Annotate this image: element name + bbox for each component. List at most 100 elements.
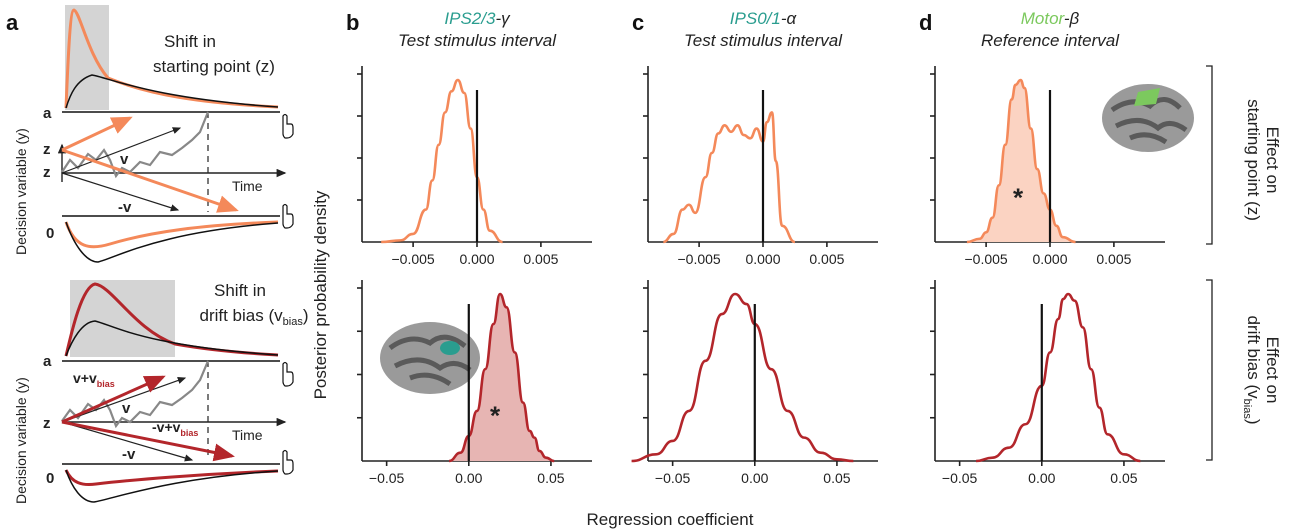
density-panel-d-top: −0.005 0.000 0.005 * d Motor-β Reference inter… [919, 9, 1165, 267]
time-label: Time [232, 178, 263, 194]
density-curve [663, 111, 796, 244]
density-curve [381, 78, 503, 244]
shift-label-line2: starting point (z) [153, 57, 275, 76]
shifted-drift-up-arrow [61, 116, 133, 152]
biased-drift-up-arrow [61, 375, 166, 424]
drift-v-label: v [122, 400, 131, 417]
rt-distribution-upper-baseline [65, 74, 279, 109]
rt-distribution-lower-shifted [64, 469, 279, 487]
x-tick-label: 0.005 [809, 251, 844, 267]
hand-up-icon [282, 113, 294, 139]
drift-v-plus-sub: bias [97, 379, 115, 389]
x-tick-label: −0.005 [392, 251, 435, 267]
panel-title-region: IPS0/1 [730, 9, 781, 28]
row-label-bottom-line1: Effect on [1263, 337, 1282, 404]
panel-letter-d: d [919, 10, 932, 35]
density-panel-b-top: −0.005 0.000 0.005 b IPS2/3-γ Test stimulus i… [346, 9, 592, 267]
panel-title-band: -α [781, 9, 798, 28]
x-tick-label: 0.005 [523, 251, 558, 267]
x-axis-label: Regression coefficient [587, 510, 754, 529]
panel-title: IPS0/1-α [730, 9, 798, 28]
x-tick-label: 0.000 [745, 251, 780, 267]
density-curve [448, 292, 555, 463]
drift-minus-v-plus-sub: bias [180, 428, 198, 438]
panel-subtitle: Test stimulus interval [398, 31, 557, 50]
panel-title-band: -γ [495, 9, 511, 28]
drift-v-label: v [120, 151, 129, 168]
brain-thumbnail-motor [1102, 84, 1194, 152]
x-tick-label: −0.05 [369, 470, 405, 486]
row-label-top: Effect on starting point (z) [1206, 65, 1282, 245]
x-tick-label: 0.000 [1032, 251, 1067, 267]
panel-title-band: -β [1064, 9, 1080, 28]
row-label-top-line2: starting point (z) [1244, 99, 1263, 221]
panel-letter-c: c [632, 10, 644, 35]
drift-v-plus-prefix: v+v [73, 370, 97, 386]
drift-minus-v-plus-prefix: -v+v [152, 419, 181, 435]
x-tick-label: 0.05 [1110, 470, 1137, 486]
drift-minus-v-label: -v [118, 199, 132, 216]
x-tick-label: −0.05 [942, 470, 978, 486]
x-tick-label: −0.005 [678, 251, 721, 267]
hand-down-icon [282, 203, 294, 229]
density-curve [976, 292, 1141, 463]
panel-title: Motor-β [1021, 9, 1080, 28]
evidence-trace [61, 111, 210, 179]
density-fill [449, 294, 555, 461]
panel-a-top-diagram: Shift in starting point (z) a z z Time v… [13, 5, 294, 263]
brain-thumbnail-ips [380, 322, 480, 394]
bound-a-label: a [43, 105, 52, 122]
bound-a-label: a [43, 353, 52, 370]
shift-label-line2-suffix: ) [303, 306, 309, 325]
shifted-drift-down-arrow [61, 148, 239, 213]
significance-star: * [1013, 182, 1024, 212]
density-panel-d-bottom: −0.05 0.00 0.05 [930, 280, 1165, 486]
drift-v-arrow [61, 127, 182, 174]
panel-letter-b: b [346, 10, 359, 35]
z-label: z [43, 415, 51, 432]
hand-up-icon [282, 361, 294, 387]
row-bracket-bottom [1206, 279, 1213, 461]
panel-title-region: IPS2/3 [444, 9, 496, 28]
shift-label-line1: Shift in [164, 32, 216, 51]
rt-distribution-lower-baseline [65, 469, 279, 503]
z-label: z [43, 164, 51, 181]
row-label-bottom-prefix: drift bias (v [1244, 316, 1263, 400]
row-label-bottom: Effect on drift bias (vbias) [1206, 279, 1282, 461]
drift-minus-v-plus-label: -v+vbias [152, 419, 198, 438]
panel-letter-a: a [6, 10, 19, 35]
panel-a: a Shift in starting point (z) a z z Time… [6, 5, 309, 504]
row-bracket-top [1206, 65, 1213, 245]
y-axis-label: Posterior probability density [311, 190, 330, 399]
bound-0-label: 0 [46, 470, 54, 487]
x-tick-label: 0.000 [459, 251, 494, 267]
density-panel-b-bottom: −0.05 0.00 0.05 * [357, 280, 592, 486]
row-label-bottom-suffix: ) [1244, 419, 1263, 425]
density-panel-c-bottom: −0.05 0.00 0.05 [631, 280, 878, 486]
significance-star: * [490, 400, 501, 430]
rt-distribution-lower-shifted [64, 220, 279, 249]
panel-title-region: Motor [1021, 9, 1066, 28]
shift-label-line2-prefix: drift bias (v [200, 306, 284, 325]
density-fill [966, 80, 1076, 242]
density-panels: −0.005 0.000 0.005 b IPS2/3-γ Test stimulus i… [346, 9, 1165, 486]
x-tick-label: 0.00 [1028, 470, 1055, 486]
drift-minus-v-label: -v [122, 446, 136, 463]
x-tick-label: 0.05 [537, 470, 564, 486]
time-label: Time [232, 427, 263, 443]
rt-distribution-upper-shifted [64, 8, 279, 109]
bound-0-label: 0 [46, 225, 54, 242]
biased-drift-down-arrow [61, 420, 235, 462]
drift-minus-v-arrow [61, 421, 194, 462]
density-curve [966, 78, 1076, 244]
x-tick-label: 0.05 [823, 470, 850, 486]
y-axis-label-top: Decision variable (y) [13, 128, 29, 255]
panel-subtitle: Test stimulus interval [684, 31, 843, 50]
x-tick-label: 0.00 [741, 470, 768, 486]
row-label-top-line1: Effect on [1263, 127, 1282, 194]
drift-v-plus-label: v+vbias [73, 370, 115, 389]
density-curve [631, 292, 854, 463]
panel-title: IPS2/3-γ [444, 9, 511, 28]
x-tick-label: 0.005 [1096, 251, 1131, 267]
